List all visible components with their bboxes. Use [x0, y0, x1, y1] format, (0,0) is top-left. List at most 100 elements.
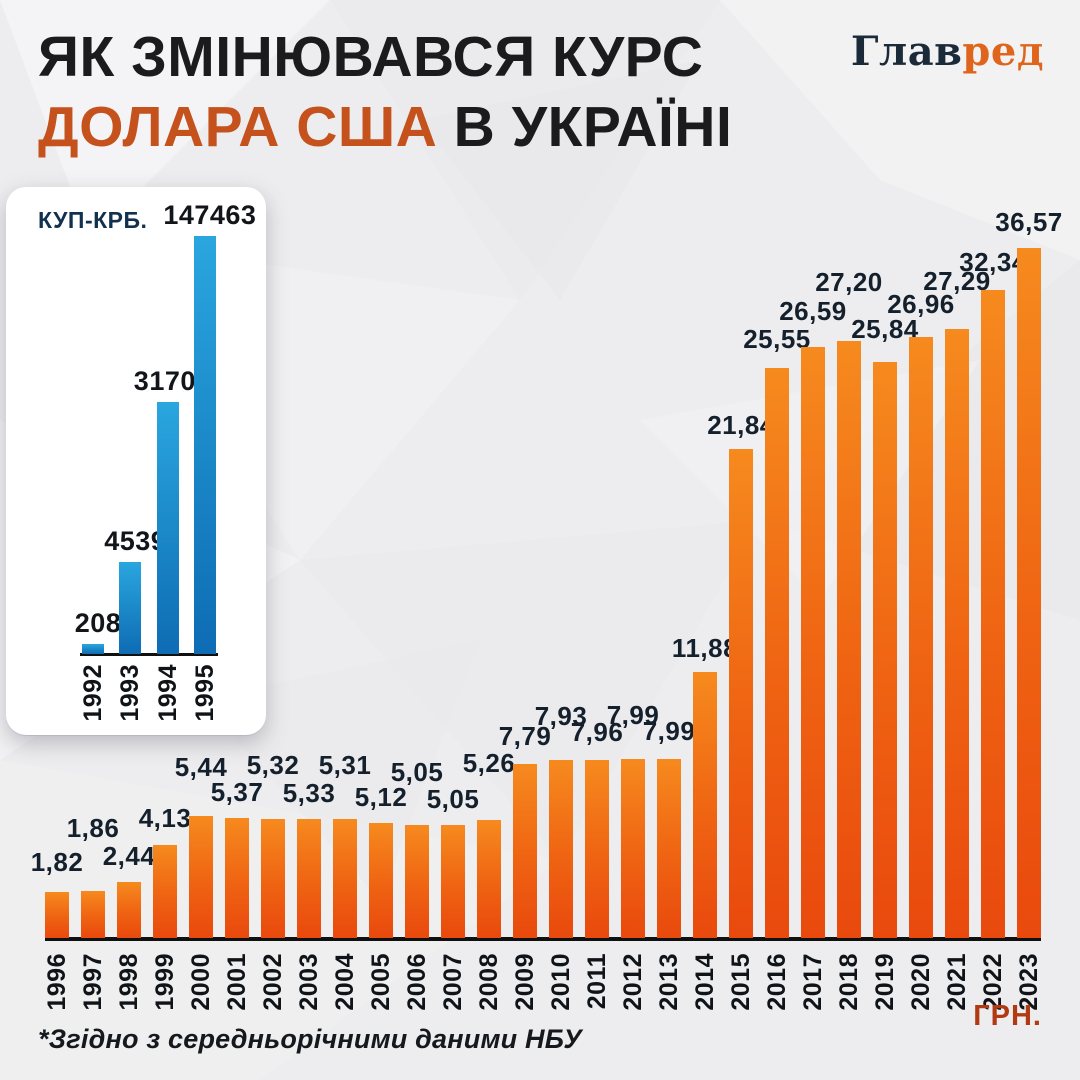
bar-2005 — [369, 823, 393, 938]
year-label: 2010 — [547, 953, 575, 1011]
bar-value-label: 5,44 — [174, 752, 228, 782]
bar-value-label: 5,37 — [210, 777, 264, 807]
source-footnote: *Згідно з середньорічними даними НБУ — [38, 1024, 582, 1054]
bar-1992 — [82, 644, 104, 654]
page-title: ЯК ЗМІНЮВАВСЯ КУРС ДОЛАРА США В УКРАЇНІ — [38, 22, 732, 162]
year-label: 1994 — [153, 664, 182, 722]
bar-value-label: 25,55 — [743, 324, 811, 354]
bar-2006 — [405, 825, 429, 938]
logo-part-dark: Глав — [850, 28, 963, 75]
bar-value-label: 26,96 — [887, 289, 955, 319]
bar-2010 — [549, 760, 573, 938]
year-label: 2004 — [331, 953, 359, 1011]
year-label: 2019 — [871, 953, 899, 1011]
year-label: 1996 — [43, 953, 71, 1011]
year-label: 2009 — [511, 953, 539, 1011]
bar-2008 — [477, 820, 501, 938]
year-label: 1992 — [79, 664, 107, 722]
title-line-2: ДОЛАРА США В УКРАЇНІ — [38, 92, 732, 162]
bar-1994 — [156, 402, 179, 654]
year-label: 2006 — [403, 953, 431, 1011]
bar-value-label: 5,33 — [282, 778, 336, 808]
bar-value-label: 5,05 — [390, 757, 444, 787]
bar-2017 — [801, 347, 825, 938]
bar-value-label: 7,79 — [498, 721, 552, 751]
bar-2004 — [333, 819, 357, 938]
year-label: 1997 — [79, 953, 107, 1011]
bar-value-label: 21,84 — [707, 410, 775, 440]
bar-2002 — [261, 819, 285, 938]
year-label: 2000 — [187, 953, 215, 1011]
bar-value-label: 5,26 — [462, 748, 516, 778]
bar-2003 — [297, 819, 321, 938]
bar-value-label: 32,34 — [959, 247, 1027, 277]
bar-2020 — [909, 337, 933, 938]
bar-1996 — [45, 892, 69, 938]
bar-2001 — [225, 818, 249, 938]
bar-1993 — [119, 562, 142, 654]
inset-chart-card: КУП-КРБ. 208 1992 4539 1993 31700 1994 147463 1… — [6, 187, 266, 735]
bar-2000 — [189, 816, 213, 938]
year-label: 2003 — [295, 953, 323, 1011]
bar-1997 — [81, 891, 105, 938]
bar-value-label: 31700 — [133, 366, 212, 396]
year-label: 2011 — [583, 953, 611, 1010]
title-rest: В УКРАЇНІ — [437, 95, 733, 159]
year-label: 2016 — [763, 953, 791, 1011]
bar-2012 — [621, 759, 645, 938]
year-label: 1993 — [116, 664, 145, 722]
bar-value-label: 1,82 — [30, 847, 84, 877]
bar-value-label: 27,29 — [923, 266, 991, 296]
bar-value-label: 36,57 — [995, 207, 1063, 237]
bar-2009 — [513, 764, 537, 938]
year-label: 2018 — [835, 953, 863, 1011]
year-label: 2001 — [223, 953, 251, 1011]
bar-value-label: 4,13 — [138, 803, 192, 833]
bar-value-label: 1,86 — [66, 813, 120, 843]
bar-1995 — [193, 236, 216, 654]
bar-value-label: 4539 — [104, 526, 167, 556]
bar-value-label: 7,93 — [534, 701, 588, 731]
year-label: 2021 — [943, 953, 971, 1011]
bar-value-label: 11,88 — [671, 633, 739, 663]
bar-value-label: 7,99 — [642, 716, 696, 746]
currency-unit-label: ГРН. — [973, 1000, 1042, 1032]
title-line-1: ЯК ЗМІНЮВАВСЯ КУРС — [38, 25, 704, 89]
bar-2014 — [693, 672, 717, 938]
bar-value-label: 5,31 — [318, 750, 372, 780]
bar-value-label: 5,05 — [426, 784, 480, 814]
year-label: 2008 — [475, 953, 503, 1011]
bar-value-label: 25,84 — [851, 314, 919, 344]
year-label: 2014 — [691, 953, 719, 1011]
bar-2021 — [945, 329, 969, 938]
year-label: 2012 — [619, 953, 647, 1011]
bar-value-label: 26,59 — [779, 296, 847, 326]
bar-value-label: 2,44 — [102, 841, 156, 871]
bar-2018 — [837, 341, 861, 938]
bar-2022 — [981, 290, 1005, 938]
year-label: 1999 — [151, 953, 179, 1011]
bar-1998 — [117, 882, 141, 938]
bar-value-label: 7,96 — [570, 717, 624, 747]
bar-2016 — [765, 368, 789, 938]
year-label: 2015 — [727, 953, 755, 1011]
bar-value-label: 5,12 — [354, 782, 408, 812]
glavred-logo: Главред — [851, 28, 1044, 75]
bar-1999 — [153, 845, 177, 938]
year-label: 1995 — [190, 664, 219, 722]
logo-part-orange: ред — [962, 28, 1044, 75]
bar-2011 — [585, 760, 609, 938]
bar-2013 — [657, 759, 681, 938]
bar-value-label: 5,32 — [246, 750, 300, 780]
bar-2019 — [873, 362, 897, 938]
bar-2007 — [441, 825, 465, 938]
year-label: 2005 — [367, 953, 395, 1011]
bar-value-label: 7,99 — [606, 700, 660, 730]
bar-value-label: 147463 — [163, 200, 257, 230]
title-accent: ДОЛАРА США — [38, 95, 438, 159]
x-axis-main — [45, 937, 1041, 941]
bar-2023 — [1017, 248, 1041, 938]
year-label: 2020 — [907, 953, 935, 1011]
